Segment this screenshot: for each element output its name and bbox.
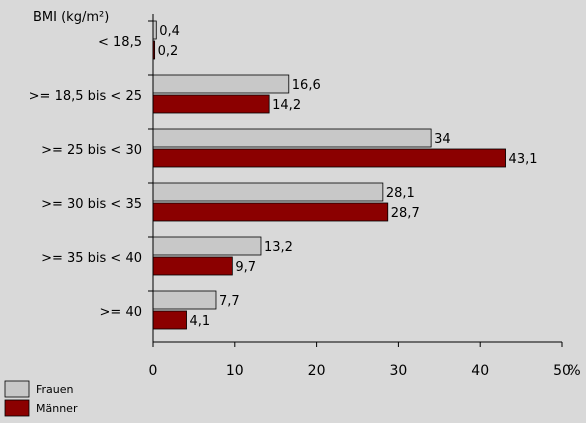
data-label: 28,1 bbox=[386, 186, 415, 201]
bar-frauen bbox=[152, 236, 262, 256]
bars-group: 0,4 0,2 16,6 14,2 34 43,1 28,1 28,7 13,2 9,7 7,7 4,… bbox=[152, 20, 538, 330]
bar-frauen bbox=[152, 182, 384, 202]
legend-label: Männer bbox=[36, 402, 78, 415]
bar-männer bbox=[152, 148, 506, 168]
category-label: >= 25 bis < 30 bbox=[41, 143, 142, 158]
data-label: 34 bbox=[434, 132, 451, 147]
category-label: >= 30 bis < 35 bbox=[41, 197, 142, 212]
data-label: 4,1 bbox=[190, 314, 211, 329]
bar-männer bbox=[152, 94, 270, 114]
y-axis-title: BMI (kg/m²) bbox=[33, 10, 109, 25]
data-label: 28,7 bbox=[391, 206, 420, 221]
x-tick-label: 10 bbox=[226, 363, 244, 379]
bar-männer bbox=[152, 310, 187, 330]
bar-männer bbox=[152, 256, 233, 276]
bar-frauen bbox=[152, 290, 217, 310]
legend-swatch-frauen bbox=[4, 380, 30, 398]
category-label: < 18,5 bbox=[98, 35, 142, 50]
category-labels-group: < 18,5 >= 18,5 bis < 25 >= 25 bis < 30 >= 3… bbox=[29, 35, 142, 320]
bar-frauen bbox=[152, 128, 432, 148]
data-label: 43,1 bbox=[509, 152, 538, 167]
x-unit-label: % bbox=[567, 363, 580, 379]
x-tick-label: 20 bbox=[308, 363, 326, 379]
legend-label: Frauen bbox=[36, 383, 74, 396]
x-tick-label: 0 bbox=[149, 363, 158, 379]
data-label: 7,7 bbox=[219, 294, 240, 309]
data-label: 14,2 bbox=[272, 98, 301, 113]
x-tick-label: 40 bbox=[471, 363, 489, 379]
data-label: 9,7 bbox=[235, 260, 256, 275]
data-label: 0,2 bbox=[158, 44, 179, 59]
data-label: 16,6 bbox=[292, 78, 321, 93]
bar-frauen bbox=[152, 74, 290, 94]
legend-swatch-männer bbox=[4, 399, 30, 417]
x-axis: 0 10 20 30 40 50% bbox=[148, 14, 581, 379]
category-label: >= 35 bis < 40 bbox=[41, 251, 142, 266]
x-tick-label: 50 bbox=[553, 363, 571, 379]
data-label: 0,4 bbox=[159, 24, 180, 39]
x-tick-label: 30 bbox=[389, 363, 407, 379]
data-label: 13,2 bbox=[264, 240, 293, 255]
bar-männer bbox=[152, 202, 389, 222]
category-label: >= 18,5 bis < 25 bbox=[29, 89, 142, 104]
category-label: >= 40 bbox=[100, 305, 142, 320]
legend: Frauen Männer bbox=[4, 380, 78, 417]
